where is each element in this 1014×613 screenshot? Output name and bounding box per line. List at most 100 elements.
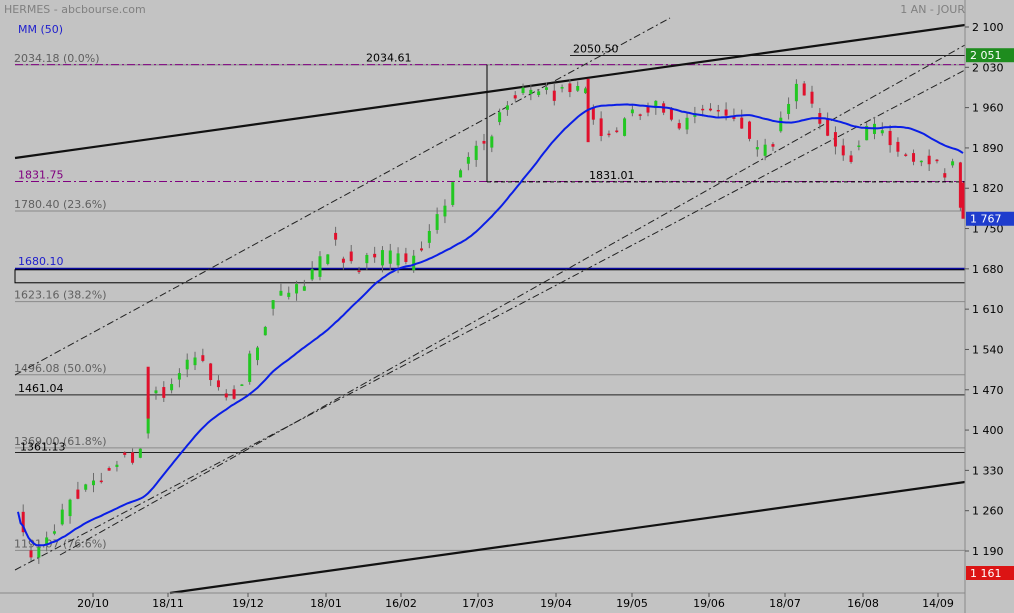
y-tick-label: 1 400 (972, 424, 1004, 437)
candle-up (576, 85, 580, 91)
candle-up (138, 448, 142, 458)
candles (21, 78, 965, 564)
ma-50-line (17, 103, 964, 547)
candle-up (318, 256, 322, 277)
candle-down (341, 258, 345, 263)
channel-dashed-line (14, 17, 671, 376)
candle-down (826, 118, 830, 136)
candle-down (224, 393, 228, 398)
candle-up (248, 353, 252, 382)
fib-level-label: 1496.08 (50.0%) (14, 362, 107, 375)
candle-up (685, 117, 689, 130)
candle-down (552, 90, 556, 101)
x-tick-label: 16/02 (385, 597, 417, 610)
candle-up (763, 144, 767, 156)
x-tick-label: 19/12 (232, 597, 264, 610)
candle-down (513, 95, 517, 99)
candle-down (701, 108, 705, 111)
candle-down (646, 105, 650, 113)
candle-up (865, 126, 869, 141)
candle-up (544, 87, 548, 90)
y-tick-label: 1 190 (972, 545, 1004, 558)
x-tick-label: 19/04 (540, 597, 572, 610)
x-tick-label: 20/10 (77, 597, 109, 610)
candle-down (943, 173, 947, 178)
candle-down (591, 107, 595, 120)
level-label-2034: 2034.61 (366, 52, 412, 65)
y-tick-label: 2 100 (972, 21, 1004, 34)
channel-dashed-line (14, 69, 966, 571)
candle-up (779, 117, 783, 132)
candle-down (373, 253, 377, 258)
level-label-1361: 1361.13 (20, 440, 66, 453)
candle-down (420, 248, 424, 251)
candle-up (474, 145, 478, 160)
candle-down (482, 140, 486, 144)
fib-level-label: 1780.40 (23.6%) (14, 198, 107, 211)
candle-up (623, 118, 627, 136)
candle-down (810, 91, 814, 104)
level-label-2050: 2050.50 (573, 43, 619, 56)
candle-up (115, 464, 119, 467)
candle-up (443, 205, 447, 217)
candle-up (52, 531, 56, 534)
candle-down (201, 355, 205, 361)
candle-up (787, 103, 791, 114)
candle-up (630, 109, 634, 114)
candle-up (279, 290, 283, 296)
candle-down (76, 489, 80, 499)
candle-up (451, 182, 455, 205)
candle-up (68, 499, 72, 517)
candle-up (466, 156, 470, 164)
candle-down (349, 251, 353, 262)
candle-down (638, 114, 642, 116)
fibonacci-levels: 2034.18 (0.0%) 1780.40 (23.6%) 1623.16 (38… (14, 52, 965, 551)
channel-dashed-line (59, 44, 966, 556)
candle-down (123, 452, 127, 455)
indicator-label: MM (50) (18, 23, 63, 36)
x-tick-label: 17/03 (462, 597, 494, 610)
candle-down (724, 109, 728, 116)
candle-down (888, 130, 892, 146)
candle-down (334, 232, 338, 240)
candle-down (162, 387, 166, 398)
candle-down (146, 366, 150, 419)
candle-down (21, 511, 25, 533)
candle-down (209, 363, 213, 381)
candle-up (498, 112, 502, 123)
candle-up (755, 147, 759, 150)
candle-up (857, 145, 861, 148)
candle-down (568, 83, 572, 93)
candle-up (185, 359, 189, 370)
candle-up (654, 100, 658, 109)
candle-down (841, 145, 845, 156)
candle-up (560, 87, 564, 89)
candle-up (365, 254, 369, 264)
candle-down (896, 141, 900, 152)
candle-up (396, 253, 400, 266)
candle-down (748, 121, 752, 139)
candle-down (849, 155, 853, 162)
candle-up (240, 384, 244, 386)
moving-average-50 (17, 103, 964, 547)
candle-up (537, 91, 541, 96)
x-tick-label: 18/11 (152, 597, 184, 610)
level-labels: 2034.61 2050.50 1831.75 1831.01 1680.10 1461.… (18, 43, 635, 454)
candle-down (232, 389, 236, 399)
candle-up (193, 357, 197, 366)
long-trend-line (14, 23, 966, 160)
candle-down (716, 109, 720, 112)
zone-box (14, 269, 966, 284)
y-tick-label: 2 030 (972, 61, 1004, 74)
y-tick-label: 1 960 (972, 102, 1004, 115)
candle-up (490, 136, 494, 148)
candle-down (404, 253, 408, 262)
y-tick-label: 1 820 (972, 182, 1004, 195)
y-tick-label: 1 680 (972, 263, 1004, 276)
y-tick-label: 1 540 (972, 343, 1004, 356)
candle-up (427, 230, 431, 243)
fib-level-label: 1623.16 (38.2%) (14, 289, 107, 302)
price-axis: 2 100 2 030 1 960 1 890 1 820 1 750 1 680 1 610… (964, 0, 1014, 613)
candle-down (912, 153, 916, 162)
